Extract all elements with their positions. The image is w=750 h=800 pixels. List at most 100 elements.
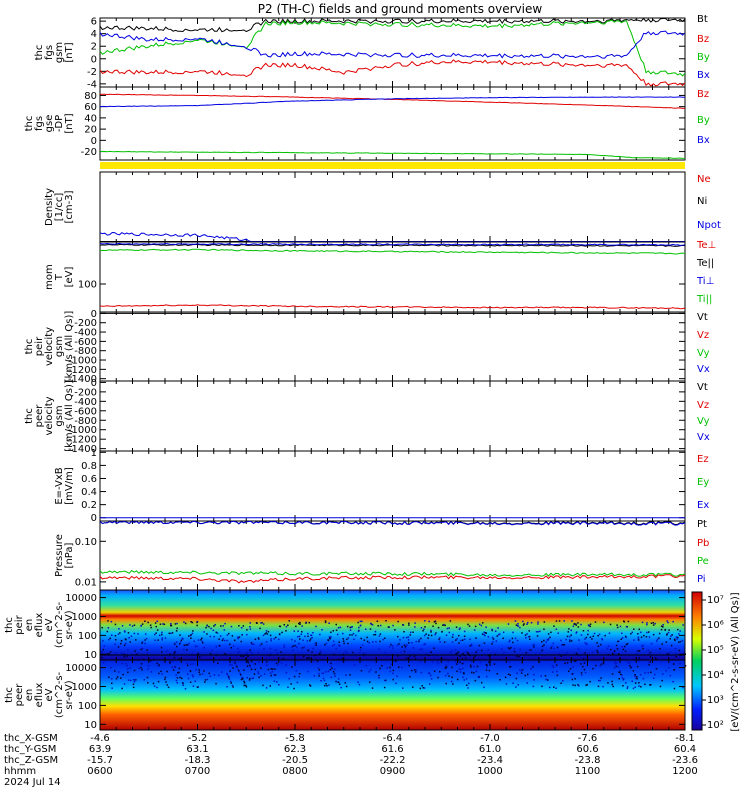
spectrogram-speckle — [336, 633, 339, 636]
spectrogram-speckle — [665, 669, 667, 672]
spectrogram-speckle — [292, 649, 294, 652]
y-tick-label: -200 — [74, 318, 97, 329]
spectrogram-speckle — [206, 625, 208, 627]
spectrogram-speckle — [512, 641, 514, 644]
spectrogram-speckle — [294, 640, 296, 642]
spectrogram-speckle — [454, 649, 457, 651]
spectrogram-speckle — [267, 668, 270, 671]
spectrogram-speckle — [218, 638, 220, 640]
spectrogram-speckle — [188, 655, 190, 658]
colorbar-label: [eV/(cm^2-s-sr-eV) (All Qs)] — [730, 592, 741, 731]
spectrogram-speckle — [254, 638, 257, 641]
spectrogram-speckle — [661, 679, 663, 682]
legend-entry: Bt — [697, 14, 708, 25]
spectrogram-speckle — [107, 658, 109, 661]
spectrogram-speckle — [614, 656, 617, 659]
spectrogram-speckle — [583, 668, 586, 671]
y-axis-label: E=-VxB — [54, 467, 65, 504]
colorbar-tick-label: 10⁷ — [707, 595, 724, 606]
spectrogram-speckle — [335, 623, 337, 626]
spectrogram-speckle — [429, 651, 431, 653]
spectrogram-speckle — [617, 666, 619, 668]
spectrogram-speckle — [191, 621, 194, 624]
x-axis-value: 0600 — [87, 766, 112, 777]
spectrogram-speckle — [324, 654, 326, 657]
spectrogram-speckle — [251, 643, 253, 645]
spectrogram-speckle — [251, 653, 254, 655]
spectrogram-speckle — [369, 628, 372, 630]
spectrogram-speckle — [638, 660, 641, 662]
spectrogram-speckle — [627, 620, 630, 623]
spectrogram-speckle — [166, 684, 168, 686]
spectrogram-speckle — [441, 656, 443, 658]
spectrogram-speckle — [209, 635, 212, 638]
spectrogram-speckle — [120, 677, 122, 679]
spectrogram-speckle — [425, 653, 427, 655]
spectrogram-speckle — [441, 630, 443, 633]
spectrogram-speckle — [451, 676, 453, 678]
x-axis-row-name: thc_Z-GSM — [4, 755, 58, 766]
spectrogram-speckle — [621, 674, 623, 676]
legend-entry: Vx — [697, 432, 710, 443]
spectrogram-speckle — [238, 650, 241, 653]
spectrogram-speckle — [580, 634, 583, 636]
spectrogram-speckle — [226, 674, 229, 676]
y-tick-label: 0 — [91, 136, 97, 147]
panel-10: 10000 1000 100 10 thc peer en eflux eV (cm^2-s-sr… — [4, 659, 687, 731]
spectrogram-speckle — [123, 683, 126, 685]
spectrogram-speckle — [240, 674, 242, 676]
y-axis-label: thc — [4, 617, 15, 633]
x-axis-row-name: thc_Y-GSM — [4, 744, 56, 755]
spectrogram-speckle — [342, 638, 344, 640]
spectrogram-speckle — [430, 651, 432, 654]
spectrogram-speckle — [107, 657, 109, 659]
spectrogram-speckle — [520, 672, 523, 674]
y-axis-label: sr-eV) — [64, 680, 75, 709]
spectrogram-speckle — [623, 678, 625, 680]
spectrogram-speckle — [107, 620, 109, 622]
y-tick-label: 2 — [91, 42, 97, 53]
spectrogram-speckle — [567, 631, 569, 633]
spectrogram-speckle — [320, 680, 322, 682]
spectrogram-speckle — [512, 682, 514, 684]
spectrogram-speckle — [658, 637, 660, 639]
spectrogram-speckle — [654, 657, 657, 659]
colorbar-tick-label: 10² — [707, 720, 724, 731]
spectrogram-speckle — [403, 644, 406, 646]
spectrogram-speckle — [421, 648, 423, 650]
spectrogram-speckle — [181, 677, 183, 680]
spectrogram-speckle — [106, 653, 108, 655]
y-axis-label: eV — [44, 688, 55, 701]
spectrogram-speckle — [582, 630, 585, 632]
spectrogram-speckle — [270, 638, 272, 640]
spectrogram-speckle — [541, 685, 543, 688]
spectrogram-speckle — [222, 638, 224, 640]
spectrogram-speckle — [395, 682, 397, 685]
spectrogram-speckle — [443, 623, 445, 626]
spectrogram-speckle — [223, 639, 226, 642]
spectrogram-speckle — [138, 667, 140, 669]
spectrogram-speckle — [575, 623, 577, 625]
spectrogram-speckle — [597, 635, 599, 637]
spectrogram-speckle — [314, 643, 317, 645]
spectrogram-speckle — [232, 686, 234, 688]
legend-entry: Vy — [697, 416, 710, 427]
spectrogram-speckle — [169, 661, 171, 663]
spectrogram-speckle — [645, 636, 648, 638]
legend-entry: Vt — [697, 382, 708, 393]
spectrogram-speckle — [144, 633, 147, 635]
spectrogram-speckle — [375, 671, 377, 673]
spectrogram-speckle — [431, 661, 434, 663]
spectrogram-speckle — [168, 632, 170, 635]
y-tick-label: 0.01 — [75, 577, 97, 588]
spectrogram-speckle — [465, 678, 468, 680]
spectrogram-speckle — [115, 677, 118, 680]
x-axis-value: 0700 — [185, 766, 210, 777]
spectrogram-speckle — [678, 649, 681, 652]
spectrogram-speckle — [108, 676, 110, 679]
x-axis-value: 1000 — [477, 766, 502, 777]
spectrogram-speckle — [455, 639, 457, 641]
x-axis-date: 2024 Jul 14 — [4, 777, 61, 788]
spectrogram-speckle — [353, 638, 355, 641]
spectrogram-speckle — [404, 647, 407, 649]
